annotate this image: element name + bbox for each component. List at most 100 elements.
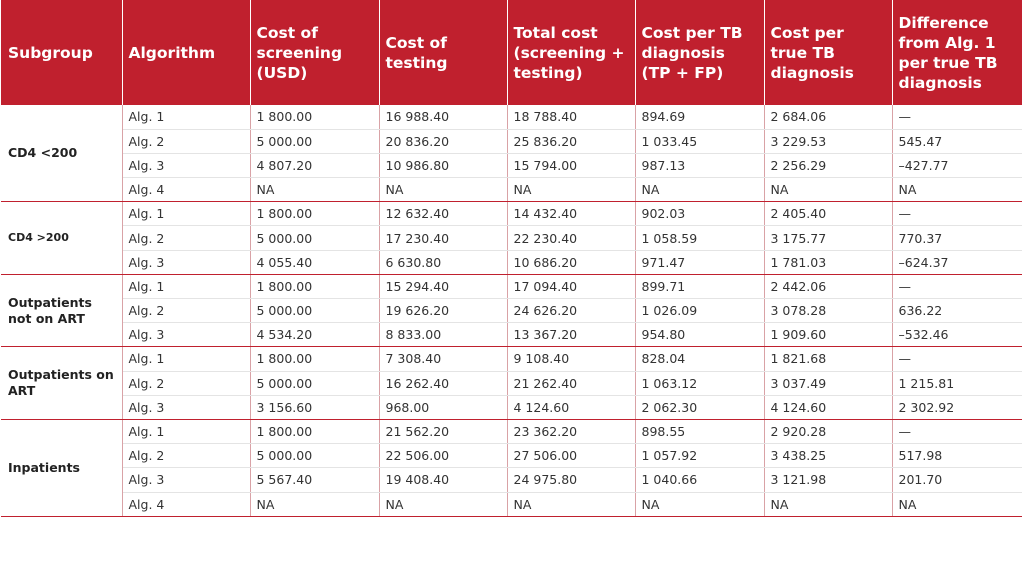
value-cell: 1 040.66 <box>635 467 765 493</box>
algorithm-cell: Alg. 4 <box>122 492 251 517</box>
value-cell: 2 256.29 <box>764 153 893 179</box>
value-cell: — <box>892 105 1022 130</box>
header-cost-per-tb-diagnosis: Cost per TB diagnosis (TP + FP) <box>635 0 765 105</box>
value-cell: 7 308.40 <box>379 346 508 372</box>
value-cell: 10 686.20 <box>507 250 636 275</box>
value-cell: 25 836.20 <box>507 129 636 154</box>
value-cell: 5 000.00 <box>250 225 380 251</box>
value-cell: NA <box>635 177 765 203</box>
value-cell: 2 920.28 <box>764 419 893 445</box>
value-cell: 894.69 <box>635 105 765 130</box>
value-cell: 18 788.40 <box>507 105 636 130</box>
value-cell: NA <box>507 177 636 203</box>
value-cell: 16 988.40 <box>379 105 508 130</box>
value-cell: 1 063.12 <box>635 371 765 396</box>
value-cell: 15 294.40 <box>379 274 508 300</box>
value-cell: 201.70 <box>892 467 1022 493</box>
value-cell: 3 156.60 <box>250 395 380 420</box>
header-algorithm: Algorithm <box>122 0 251 105</box>
value-cell: 12 632.40 <box>379 201 508 227</box>
algorithm-cell: Alg. 2 <box>122 225 251 251</box>
header-cost-of-testing: Cost of testing <box>379 0 508 105</box>
value-cell: –624.37 <box>892 250 1022 275</box>
value-cell: 2 442.06 <box>764 274 893 300</box>
header-total-cost: Total cost (screening + testing) <box>507 0 636 105</box>
value-cell: 899.71 <box>635 274 765 300</box>
value-cell: 14 432.40 <box>507 201 636 227</box>
value-cell: 27 506.00 <box>507 443 636 469</box>
value-cell: 4 124.60 <box>764 395 893 420</box>
value-cell: 22 230.40 <box>507 225 636 251</box>
algorithm-cell: Alg. 1 <box>122 105 251 130</box>
value-cell: 1 800.00 <box>250 419 380 445</box>
header-row: Subgroup Algorithm Cost of screening (US… <box>1 0 1022 105</box>
value-cell: 24 975.80 <box>507 467 636 493</box>
algorithm-cell: Alg. 1 <box>122 419 251 445</box>
algorithm-cell: Alg. 3 <box>122 250 251 275</box>
value-cell: NA <box>892 492 1022 517</box>
value-cell: 21 262.40 <box>507 371 636 396</box>
table-header: Subgroup Algorithm Cost of screening (US… <box>1 0 1022 105</box>
value-cell: NA <box>892 177 1022 203</box>
value-cell: 22 506.00 <box>379 443 508 469</box>
value-cell: 15 794.00 <box>507 153 636 179</box>
value-cell: 828.04 <box>635 346 765 372</box>
value-cell: 1 057.92 <box>635 443 765 469</box>
algorithm-cell: Alg. 2 <box>122 371 251 396</box>
subgroup-cell: CD4 <200 <box>1 105 123 203</box>
value-cell: 16 262.40 <box>379 371 508 396</box>
algorithm-cell: Alg. 2 <box>122 298 251 324</box>
value-cell: 20 836.20 <box>379 129 508 154</box>
value-cell: 4 055.40 <box>250 250 380 275</box>
value-cell: 517.98 <box>892 443 1022 469</box>
algorithm-cell: Alg. 4 <box>122 177 251 203</box>
value-cell: 987.13 <box>635 153 765 179</box>
value-cell: NA <box>764 492 893 517</box>
value-cell: 636.22 <box>892 298 1022 324</box>
value-cell: NA <box>635 492 765 517</box>
value-cell: –427.77 <box>892 153 1022 179</box>
algorithm-cell: Alg. 1 <box>122 274 251 300</box>
value-cell: 23 362.20 <box>507 419 636 445</box>
value-cell: 545.47 <box>892 129 1022 154</box>
value-cell: 17 230.40 <box>379 225 508 251</box>
value-cell: 968.00 <box>379 395 508 420</box>
value-cell: — <box>892 346 1022 372</box>
value-cell: 3 121.98 <box>764 467 893 493</box>
value-cell: 902.03 <box>635 201 765 227</box>
header-subgroup: Subgroup <box>1 0 123 105</box>
value-cell: 5 000.00 <box>250 129 380 154</box>
value-cell: 971.47 <box>635 250 765 275</box>
value-cell: 3 438.25 <box>764 443 893 469</box>
algorithm-cell: Alg. 3 <box>122 322 251 348</box>
value-cell: 1 800.00 <box>250 346 380 372</box>
value-cell: 1 781.03 <box>764 250 893 275</box>
value-cell: 21 562.20 <box>379 419 508 445</box>
value-cell: 5 000.00 <box>250 371 380 396</box>
header-cost-of-screening: Cost of screening (USD) <box>250 0 380 105</box>
algorithm-cell: Alg. 1 <box>122 346 251 372</box>
value-cell: 770.37 <box>892 225 1022 251</box>
value-cell: NA <box>507 492 636 517</box>
subgroup-cell: CD4 >200 <box>1 201 123 275</box>
value-cell: 4 534.20 <box>250 322 380 348</box>
value-cell: 5 567.40 <box>250 467 380 493</box>
table-row: Alg. 4 NA NA NA NA NA NA <box>1 177 1022 203</box>
value-cell: 1 033.45 <box>635 129 765 154</box>
value-cell: 17 094.40 <box>507 274 636 300</box>
value-cell: 1 800.00 <box>250 201 380 227</box>
value-cell: 5 000.00 <box>250 443 380 469</box>
value-cell: 19 626.20 <box>379 298 508 324</box>
value-cell: 19 408.40 <box>379 467 508 493</box>
